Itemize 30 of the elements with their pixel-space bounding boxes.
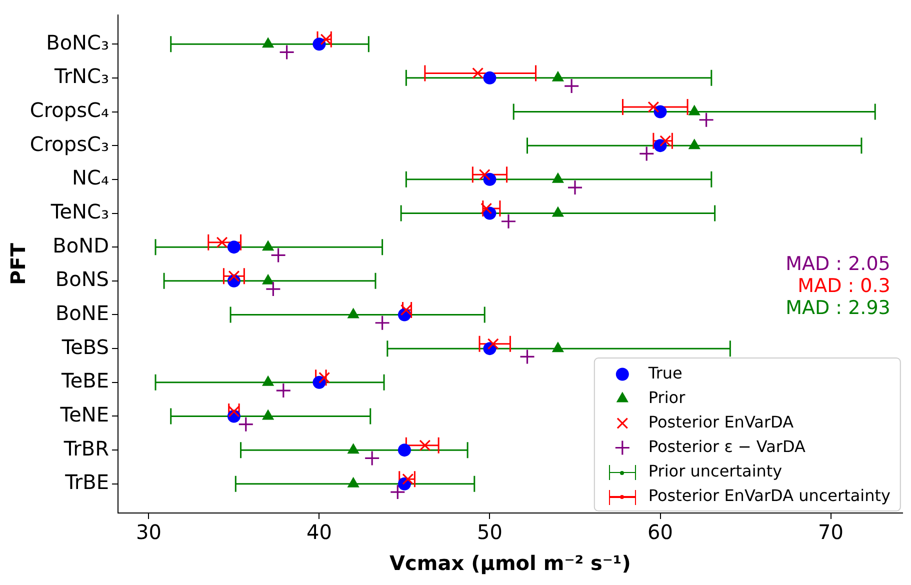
y-tick-label: TeNC₃ (50, 199, 109, 224)
y-tick-label: TrBR (62, 436, 110, 460)
x-axis-title: Vcmax (μmol m⁻² s⁻¹) (390, 551, 631, 576)
y-tick-label: TeBE (60, 368, 109, 393)
annotation: MAD : 2.05 (786, 252, 890, 275)
x-tick-label: 30 (136, 520, 162, 544)
annotation: Posterior EnVarDA uncertainty (648, 486, 891, 505)
legend-label: Posterior ε − VarDA (648, 436, 806, 456)
y-tick-label: BoNE (55, 300, 109, 325)
x-tick-label: 40 (306, 520, 332, 544)
y-axis-title: PFT (6, 242, 30, 285)
legend-label: Prior (648, 388, 686, 407)
legend-label: Posterior EnVarDA (648, 412, 794, 432)
y-tick-label: CropsC₃ (30, 132, 109, 156)
y-tick-label: BoNC₃ (46, 30, 109, 54)
y-tick-label: BoND (52, 233, 109, 258)
y-tick-label: TrBE (64, 470, 109, 494)
y-tick-label: NC₄ (72, 166, 109, 190)
x-tick-label: 60 (648, 520, 673, 544)
annotation: Prior uncertainty (648, 461, 782, 480)
y-tick-label: TeBS (60, 334, 109, 359)
y-tick-label: TrNC₃ (54, 64, 109, 88)
y-tick-label: BoNS (55, 267, 109, 292)
legend-label: True (647, 363, 682, 382)
x-tick-label: 70 (818, 520, 844, 544)
x-tick-label: 50 (477, 520, 502, 544)
annotation: MAD : 2.93 (786, 296, 890, 319)
annotation: MAD : 0.3 (798, 274, 890, 297)
y-tick-label: TeNE (59, 402, 109, 426)
y-tick-label: CropsC₄ (30, 98, 109, 122)
